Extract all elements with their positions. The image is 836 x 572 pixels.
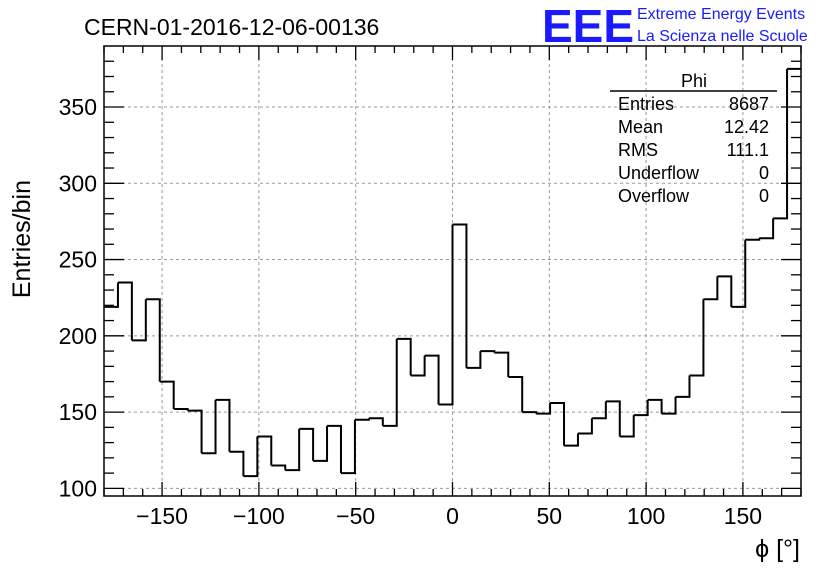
histogram-bin xyxy=(131,299,147,342)
stats-row-label: RMS xyxy=(618,140,658,160)
histogram-bin xyxy=(145,298,161,382)
histogram-bin xyxy=(327,424,342,474)
histogram-bin xyxy=(396,337,412,376)
histogram-bin xyxy=(368,417,384,426)
histogram-bin xyxy=(257,435,273,466)
histogram-bin xyxy=(201,399,217,455)
stats-row-label: Underflow xyxy=(618,163,700,183)
stats-row-value: 0 xyxy=(759,163,769,183)
histogram-bin xyxy=(173,408,189,411)
logo-line-1: Extreme Energy Events xyxy=(637,6,805,23)
x-tick-label: −100 xyxy=(233,503,285,529)
histogram-bin xyxy=(508,376,524,413)
x-tick-label: −150 xyxy=(136,503,188,529)
histogram-bin xyxy=(480,350,496,353)
histogram-bin xyxy=(773,68,789,220)
x-tick-label: 100 xyxy=(627,503,665,529)
histogram-bin xyxy=(619,415,635,438)
histogram-bin xyxy=(591,401,607,420)
stats-row-value: 0 xyxy=(759,186,769,206)
histogram-bin xyxy=(187,409,203,454)
histogram-bin xyxy=(271,464,287,471)
histogram-bin xyxy=(243,436,259,478)
y-tick-labels: 100 150 200 250 300 350 xyxy=(59,94,97,501)
histogram-bin xyxy=(354,418,370,421)
y-tick-label: 150 xyxy=(59,399,97,425)
logo-line-2: La Scienza nelle Scuole xyxy=(637,28,808,45)
histogram-bin xyxy=(647,398,663,414)
histogram-bin xyxy=(703,276,719,301)
histogram-bin xyxy=(689,299,705,377)
histogram-bin xyxy=(215,398,231,452)
x-axis-title: ϕ [°] xyxy=(755,535,800,563)
stats-box-title: Phi xyxy=(681,71,707,91)
histogram-bins xyxy=(104,67,801,478)
histogram-bin xyxy=(159,380,175,410)
y-tick-label: 200 xyxy=(59,323,97,349)
y-tick-label: 350 xyxy=(59,94,97,120)
histogram-bin xyxy=(313,425,329,462)
x-tick-label: −50 xyxy=(336,503,375,529)
axis-ticks xyxy=(103,46,802,496)
histogram-bin xyxy=(452,223,468,368)
histogram-bin xyxy=(731,239,747,308)
y-tick-label: 250 xyxy=(59,247,97,273)
y-axis-title: Entries/bin xyxy=(8,180,36,298)
stats-box: Phi Entries 8687 Mean 12.42 RMS 111.1 Underflo… xyxy=(610,71,777,206)
histogram-bin xyxy=(410,355,426,377)
x-tick-label: 0 xyxy=(446,503,459,529)
histogram-bin xyxy=(522,411,538,414)
histogram-bin xyxy=(536,402,552,415)
histogram-bin xyxy=(229,450,245,477)
histogram-bin xyxy=(340,419,356,475)
histogram-bin xyxy=(745,238,761,241)
histogram-bin xyxy=(424,354,440,405)
x-tick-label: 150 xyxy=(724,503,762,529)
histogram-bin xyxy=(605,400,621,437)
histogram-bin xyxy=(759,218,775,240)
y-tick-label: 300 xyxy=(59,170,97,196)
histogram-bin xyxy=(633,399,649,417)
histogram-bin xyxy=(550,401,566,446)
logo-eee-text: EEE xyxy=(542,0,634,52)
stats-row-value: 111.1 xyxy=(727,140,769,160)
histogram-bin xyxy=(717,275,733,307)
chart-title: CERN-01-2016-12-06-00136 xyxy=(84,14,379,40)
histogram-bin xyxy=(675,375,691,398)
eee-logo: EEE Extreme Energy Events La Scienza nel… xyxy=(542,0,808,52)
stats-row-value: 8687 xyxy=(729,94,769,114)
y-tick-label: 100 xyxy=(59,475,97,501)
stats-row-label: Mean xyxy=(618,117,663,137)
histogram-bin xyxy=(494,351,510,378)
histogram-bin xyxy=(382,338,398,427)
stats-row-label: Overflow xyxy=(618,186,690,206)
stats-row-label: Entries xyxy=(618,94,674,114)
histogram-bin xyxy=(104,282,119,308)
stats-box-rows: Entries 8687 Mean 12.42 RMS 111.1 Underflow 0 Ov… xyxy=(618,94,769,206)
histogram-bin xyxy=(438,224,454,406)
histogram-bin xyxy=(577,418,593,435)
histogram-bin xyxy=(285,428,301,472)
histogram-bin xyxy=(466,351,482,369)
x-tick-label: 50 xyxy=(537,503,563,529)
stats-row-value: 12.42 xyxy=(724,117,769,137)
histogram-bin xyxy=(661,396,677,415)
x-tick-labels: −150 −100 −50 0 50 100 150 xyxy=(136,503,762,529)
histogram-bin xyxy=(117,281,133,341)
histogram-bin xyxy=(564,433,579,447)
histogram-bin xyxy=(299,427,315,461)
